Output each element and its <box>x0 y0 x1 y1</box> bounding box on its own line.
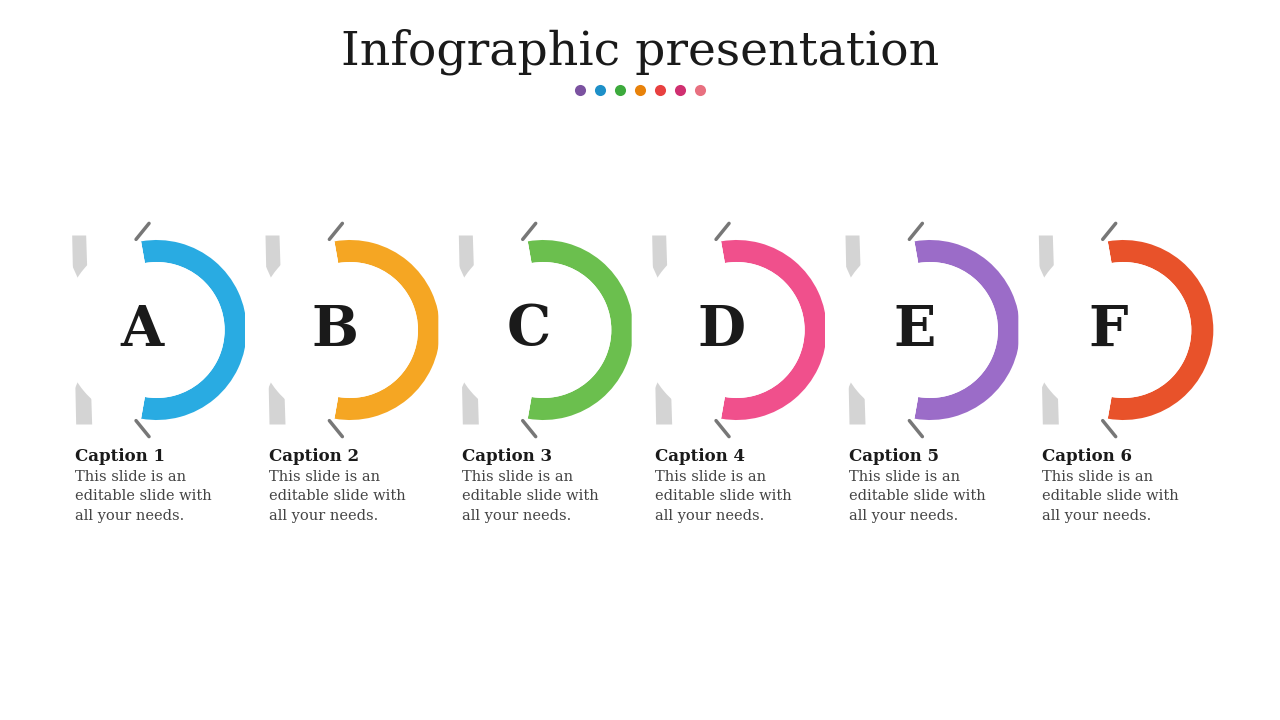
Text: Infographic presentation: Infographic presentation <box>340 29 940 76</box>
Text: This slide is an
editable slide with
all your needs.: This slide is an editable slide with all… <box>269 470 406 523</box>
Wedge shape <box>334 240 440 420</box>
Circle shape <box>645 238 828 422</box>
Polygon shape <box>1039 235 1059 425</box>
Wedge shape <box>1107 240 1213 420</box>
Text: Caption 5: Caption 5 <box>849 448 938 465</box>
Wedge shape <box>721 240 827 420</box>
Text: This slide is an
editable slide with
all your needs.: This slide is an editable slide with all… <box>655 470 792 523</box>
Polygon shape <box>846 235 865 425</box>
Circle shape <box>1032 238 1215 422</box>
Circle shape <box>861 262 998 398</box>
Circle shape <box>88 262 225 398</box>
Polygon shape <box>653 235 672 425</box>
Text: This slide is an
editable slide with
all your needs.: This slide is an editable slide with all… <box>462 470 599 523</box>
Wedge shape <box>641 236 737 423</box>
Polygon shape <box>265 235 285 425</box>
Text: B: B <box>311 302 358 358</box>
Text: E: E <box>893 302 936 358</box>
Polygon shape <box>244 220 338 440</box>
Polygon shape <box>458 235 479 425</box>
Circle shape <box>475 262 612 398</box>
Wedge shape <box>1028 236 1124 423</box>
Circle shape <box>838 238 1021 422</box>
Wedge shape <box>527 240 634 420</box>
Text: This slide is an
editable slide with
all your needs.: This slide is an editable slide with all… <box>1042 470 1179 523</box>
Wedge shape <box>448 236 543 423</box>
Text: A: A <box>120 302 164 358</box>
Text: Caption 4: Caption 4 <box>655 448 745 465</box>
Text: This slide is an
editable slide with
all your needs.: This slide is an editable slide with all… <box>849 470 986 523</box>
Text: C: C <box>506 302 550 358</box>
Text: Caption 6: Caption 6 <box>1042 448 1132 465</box>
Wedge shape <box>141 240 247 420</box>
Circle shape <box>668 262 805 398</box>
Text: Caption 1: Caption 1 <box>76 448 165 465</box>
Polygon shape <box>826 220 918 440</box>
Text: Caption 3: Caption 3 <box>462 448 552 465</box>
Circle shape <box>282 262 419 398</box>
Wedge shape <box>255 236 349 423</box>
Polygon shape <box>51 220 145 440</box>
Wedge shape <box>61 236 156 423</box>
Text: Caption 2: Caption 2 <box>269 448 358 465</box>
Circle shape <box>65 238 248 422</box>
Circle shape <box>1055 262 1192 398</box>
Circle shape <box>259 238 442 422</box>
Circle shape <box>452 238 635 422</box>
Text: This slide is an
editable slide with
all your needs.: This slide is an editable slide with all… <box>76 470 212 523</box>
Wedge shape <box>835 236 931 423</box>
Wedge shape <box>914 240 1020 420</box>
Text: D: D <box>698 302 746 358</box>
Polygon shape <box>631 220 724 440</box>
Polygon shape <box>1019 220 1111 440</box>
Polygon shape <box>72 235 92 425</box>
Polygon shape <box>438 220 531 440</box>
Text: F: F <box>1088 302 1128 358</box>
